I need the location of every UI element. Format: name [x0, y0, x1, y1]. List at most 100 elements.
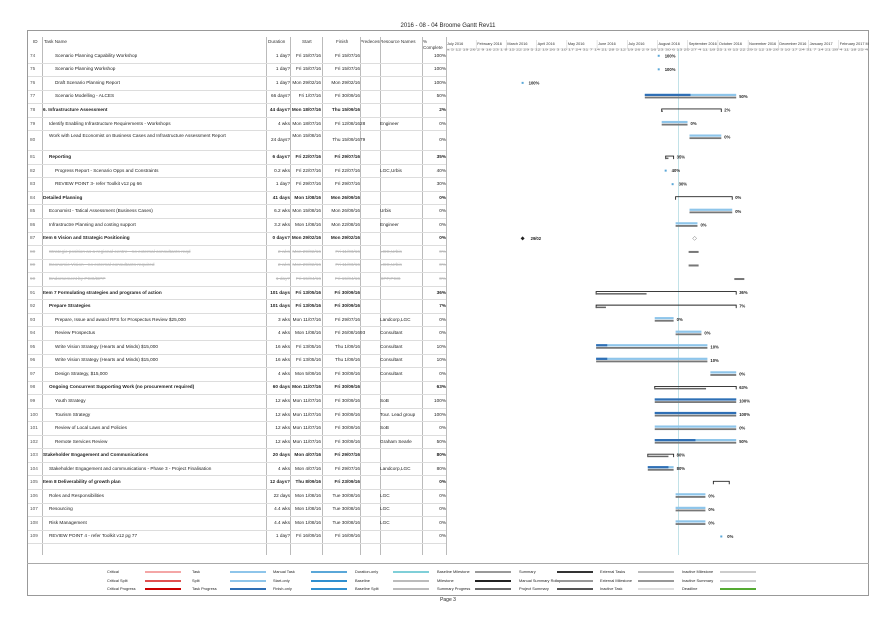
table-row[interactable]: 102 Remote Services Review 12 wks Mon 11/07… [28, 435, 446, 450]
task-id: 100 [30, 411, 38, 417]
table-row[interactable]: 74 Scenario Planning Capability Workshop 1… [28, 49, 446, 64]
task-name: Review of Local Laws and Policies [55, 425, 127, 431]
task-bar [664, 169, 667, 172]
timescale-days: s 5 12 19 26 2 9 16 23 1 8 15 22 29 5 12… [447, 48, 869, 52]
task-duration: 1 day? [275, 52, 290, 58]
task-predecessors: 79 [360, 137, 366, 143]
table-row[interactable]: 82 Progress Report - Scenario Opps and Co… [28, 164, 446, 179]
bar-label: 100% [529, 80, 540, 85]
task-finish: Mon 29/02/16 [330, 235, 360, 241]
legend-item: External Tasks [600, 569, 625, 574]
baseline-bar [710, 374, 737, 376]
task-bar [596, 344, 708, 347]
baseline-bar [689, 211, 733, 214]
table-row[interactable]: 104 Stakeholder Engagement and communicat… [28, 462, 446, 477]
table-row[interactable]: 103 Stakeholder Engagement and Communicat… [28, 448, 446, 463]
bar-label: 50% [739, 439, 748, 444]
task-id: 76 [30, 79, 36, 85]
task-start: Fri 13/05/16 [295, 303, 321, 309]
table-row[interactable]: 80 Work with Lead Economist on Business C… [28, 130, 446, 152]
task-start: Mon 5/09/16 [294, 370, 321, 376]
task-finish: Mon 22/08/16 [331, 221, 360, 227]
table-row[interactable]: 81 Reporting 6 days? Fri 22/07/16 Fri 29/07/… [28, 150, 446, 165]
task-duration: 12 days? [269, 479, 290, 485]
legend-item: Inactive Task [600, 586, 622, 591]
table-row[interactable]: 96 Write Vision Strategy (Hearts and Mind… [28, 354, 446, 369]
task-duration: 101 days [270, 303, 290, 309]
task-id: 90 [30, 276, 36, 282]
task-pct-complete: 63% [436, 384, 446, 390]
task-start: Fri 16/09/16 [295, 533, 321, 539]
task-resources: Consultant [380, 343, 403, 349]
table-row[interactable]: 108 Risk Management 4.4 wks Mon 1/08/16 Tue … [28, 516, 446, 531]
legend-swatch [393, 571, 429, 573]
baseline-bar [647, 468, 674, 471]
table-row[interactable]: 109 REVIEW POINT 4 - refer Toolkit v12 pg… [28, 530, 446, 545]
task-duration: 1 day? [275, 181, 290, 187]
gantt-chart: July 2016 February 2016 March 2016 April 20… [446, 40, 869, 555]
table-row[interactable]: 107 Resourcing 4.4 wks Mon 1/08/16 Tue 30/08… [28, 503, 446, 518]
timescale-month: February 2017 M [840, 42, 869, 46]
legend-item: Baseline Milestone [437, 569, 470, 574]
table-row[interactable]: 76 Draft Scenario Planning Report 1 day? Mo… [28, 76, 446, 91]
task-id: 101 [30, 425, 38, 431]
legend-swatch [230, 571, 266, 573]
legend-label: Inactive Summary [682, 577, 714, 583]
table-row[interactable]: 78 6. Infrastructure Assessment 44 days? Mo… [28, 103, 446, 118]
task-duration: 3 wks [278, 316, 290, 322]
task-duration: 6 days? [272, 154, 290, 160]
bar-label: 0% [735, 209, 741, 214]
task-finish: Fri 15/07/16 [334, 52, 360, 58]
table-row[interactable]: 79 Identify Enabling Infrastructure Requi… [28, 117, 446, 132]
table-row[interactable]: 95 Write Vision Strategy (Hearts and Mind… [28, 340, 446, 355]
table-row[interactable]: 84 Detailed Planning 41 days Mon 1/08/16 Mon… [28, 191, 446, 206]
task-pct-complete: 50% [436, 93, 446, 99]
table-row[interactable]: 89 Economic Vision - no external consulta… [28, 259, 446, 274]
table-row[interactable]: 97 Design Strategy, $15,000 4 wks Mon 5/09/… [28, 367, 446, 382]
table-row[interactable]: 86 Infrastructre Planning and costing sup… [28, 218, 446, 233]
baseline-bar [654, 428, 737, 431]
timescale-month: June 2016 [598, 42, 616, 46]
table-row[interactable]: 93 Prepare, Issue and award RFS for Prosp… [28, 313, 446, 328]
legend-swatch [720, 571, 756, 573]
legend-label: Summary [519, 569, 536, 574]
table-row[interactable]: 83 REVIEW POINT 3- refer Toolkit v12 pg 6… [28, 177, 446, 192]
task-duration: 0.2 wks [274, 167, 290, 173]
task-resources: Graham Searle [380, 438, 412, 444]
table-row[interactable]: 91 Item 7 Formulating strategies and prog… [28, 286, 446, 301]
table-row[interactable]: 92 Prepare Strategies 101 days Fri 13/05/16… [28, 299, 446, 314]
table-row[interactable]: 94 Review Prospectus 4 wks Mon 1/08/16 Fri 2… [28, 326, 446, 341]
baseline-bar [675, 509, 706, 512]
table-row[interactable]: 75 Scenario Planning Workshop 1 day? Fri 15… [28, 63, 446, 78]
task-finish: Fri 16/09/16 [334, 533, 360, 539]
task-progress [654, 411, 737, 415]
table-row[interactable]: 105 Item 8 Deliverability of growth plan 1… [28, 476, 446, 491]
table-row[interactable]: 99 Youth Strategy 12 wks Mon 11/07/16 Fri 30… [28, 394, 446, 409]
bar-label: 0% [708, 507, 714, 512]
task-progress [596, 344, 608, 347]
table-row[interactable]: 87 Item 6 Vision and Strategic Positionin… [28, 232, 446, 247]
table-row[interactable]: 98 Ongoing Concurrent Supporting Work (no… [28, 381, 446, 396]
task-resources: Engineer [380, 221, 399, 227]
summary-progress [647, 455, 669, 458]
summary-progress [665, 157, 669, 160]
timescale-month: April 2016 [538, 42, 555, 46]
task-id: 103 [30, 452, 38, 458]
task-resources: Urbis [380, 208, 391, 214]
task-pct-complete: 100% [434, 52, 446, 58]
task-duration: 3.2 wks [274, 221, 290, 227]
task-finish: Thu 15/09/16 [332, 137, 360, 143]
table-row[interactable]: 106 Roles and Responsibilities 22 days Mon … [28, 489, 446, 504]
task-start: Mon 18/07/16 [292, 120, 321, 126]
task-pct-complete: 36% [436, 289, 446, 295]
table-row[interactable]: 101 Review of Local Laws and Policies 12 w… [28, 421, 446, 436]
table-row[interactable]: 88 Strategic position as a regional centr… [28, 245, 446, 260]
baseline-bar [644, 96, 737, 99]
legend-item: Critical Progress [107, 586, 136, 591]
task-pct-complete: 0% [439, 248, 446, 254]
table-row[interactable]: 90 Endorsement by PCG/DPP 1 day? Fri 15/04/… [28, 272, 446, 287]
table-row[interactable]: 100 Tourism Strategy 12 wks Mon 11/07/16 Fri… [28, 408, 446, 423]
timescale-month: November 2016 [749, 42, 776, 46]
table-row[interactable]: 85 Economist - Tatical Assessment (Busine… [28, 205, 446, 220]
table-row[interactable]: 77 Scenario Modelling - ALCES 66 days? Fri … [28, 90, 446, 105]
